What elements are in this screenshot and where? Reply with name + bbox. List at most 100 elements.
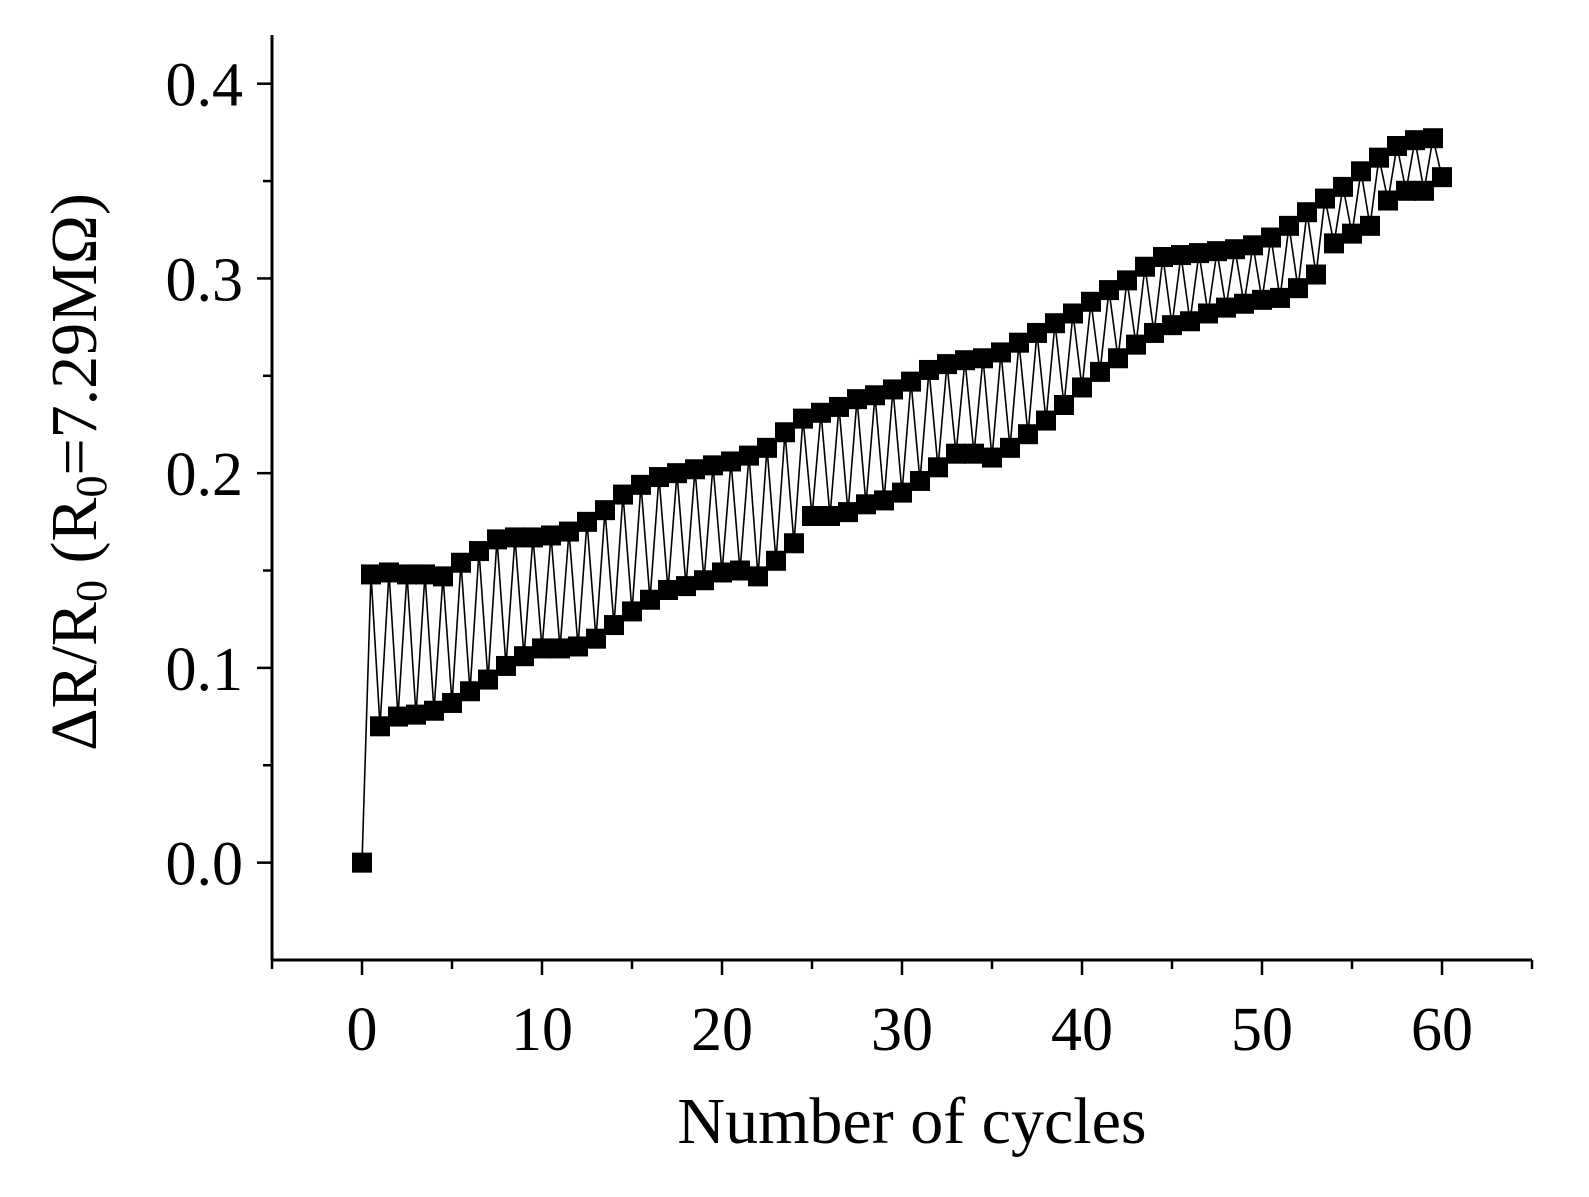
peak-marker (1351, 161, 1371, 182)
x-tick-label: 60 (1411, 996, 1473, 1064)
peak-marker (721, 451, 741, 472)
valley-marker (1324, 233, 1344, 254)
valley-marker (1342, 223, 1362, 244)
peak-marker (433, 566, 453, 587)
valley-marker (532, 638, 552, 659)
valley-marker (1144, 322, 1164, 343)
peak-marker (919, 359, 939, 380)
peak-marker (937, 354, 957, 375)
y-tick-label: 0.0 (166, 831, 244, 899)
valley-marker (802, 506, 822, 526)
peak-marker (451, 552, 471, 573)
x-tick-label: 0 (347, 996, 378, 1064)
peak-marker (649, 467, 669, 488)
y-tick-label: 0.3 (166, 246, 244, 314)
peak-marker (1045, 313, 1065, 334)
valley-marker (604, 615, 624, 636)
peak-marker (1423, 128, 1443, 149)
peak-marker (1135, 256, 1155, 277)
peak-marker (757, 437, 777, 458)
y-axis-title-subscript: 0 (67, 580, 116, 602)
valley-marker (568, 636, 588, 657)
valley-marker (1432, 167, 1452, 188)
valley-marker (1252, 289, 1272, 310)
peak-marker (1279, 215, 1299, 236)
valley-marker (964, 443, 984, 464)
peak-marker (1027, 322, 1047, 343)
peak-marker (847, 389, 867, 410)
valley-marker (370, 716, 390, 737)
valley-marker (712, 562, 732, 583)
valley-marker (1378, 190, 1398, 211)
valley-marker (1036, 410, 1056, 431)
peak-marker (1315, 188, 1335, 209)
valley-marker (1072, 377, 1092, 398)
peak-marker (793, 408, 813, 429)
valley-marker (424, 700, 444, 721)
peak-marker (865, 385, 885, 406)
peak-marker (1369, 147, 1389, 168)
valley-marker (748, 566, 768, 587)
peak-marker (829, 396, 849, 417)
valley-marker (1162, 315, 1182, 336)
valley-marker (1216, 297, 1236, 318)
valley-marker (658, 580, 678, 600)
peak-marker (379, 562, 399, 583)
y-tick-label: 0.1 (166, 636, 244, 704)
peak-marker (1081, 291, 1101, 312)
valley-marker (1108, 348, 1128, 369)
valley-marker (514, 646, 534, 667)
valley-marker (820, 506, 840, 526)
x-tick-label: 10 (511, 996, 573, 1064)
peak-marker (577, 511, 597, 532)
labels-group: Number of cycles ΔR/R0 (R0=7.29MΩ) 0 10 20… (38, 52, 1473, 1158)
valley-marker (1234, 293, 1254, 314)
peak-marker (883, 379, 903, 400)
y-axis-title-part: ΔR/R (38, 602, 111, 751)
valley-marker (1198, 303, 1218, 324)
peak-marker (703, 455, 723, 476)
peak-marker (559, 521, 579, 542)
valley-marker (1396, 180, 1416, 201)
peak-marker (811, 402, 831, 423)
peak-marker (469, 541, 489, 562)
valley-marker (352, 852, 372, 873)
valley-marker (388, 706, 408, 727)
valley-marker (1414, 180, 1434, 201)
peak-marker (505, 527, 525, 548)
peak-marker (973, 348, 993, 369)
valley-marker (910, 470, 930, 491)
peak-marker (1333, 176, 1353, 197)
valley-marker (1054, 395, 1074, 415)
valley-marker (1288, 278, 1308, 299)
valley-marker (1018, 424, 1038, 445)
peak-marker (631, 474, 651, 495)
x-tick-label: 20 (691, 996, 753, 1064)
peak-marker (1117, 270, 1137, 291)
peak-marker (1225, 239, 1245, 260)
peak-marker (1009, 332, 1029, 353)
valley-marker (622, 601, 642, 622)
valley-marker (1360, 215, 1380, 236)
peak-marker (487, 529, 507, 550)
valley-marker (982, 447, 1002, 468)
x-tick-label: 30 (871, 996, 933, 1064)
valley-marker (946, 443, 966, 464)
y-axis-title-subscript: 0 (67, 476, 116, 498)
peak-marker (685, 459, 705, 480)
valley-marker (1270, 287, 1290, 308)
x-tick-label: 40 (1051, 996, 1113, 1064)
valley-marker (838, 502, 858, 523)
valley-marker (478, 669, 498, 690)
peak-marker (541, 525, 561, 546)
peak-marker (361, 564, 381, 585)
peak-marker (595, 500, 615, 521)
markers-group (352, 128, 1452, 873)
valley-marker (928, 457, 948, 478)
peak-marker (613, 484, 633, 505)
y-axis-title-part: (R (38, 498, 111, 581)
axes (257, 35, 1534, 975)
valley-marker (1000, 437, 1020, 458)
peak-marker (415, 564, 435, 585)
peak-marker (901, 371, 921, 392)
